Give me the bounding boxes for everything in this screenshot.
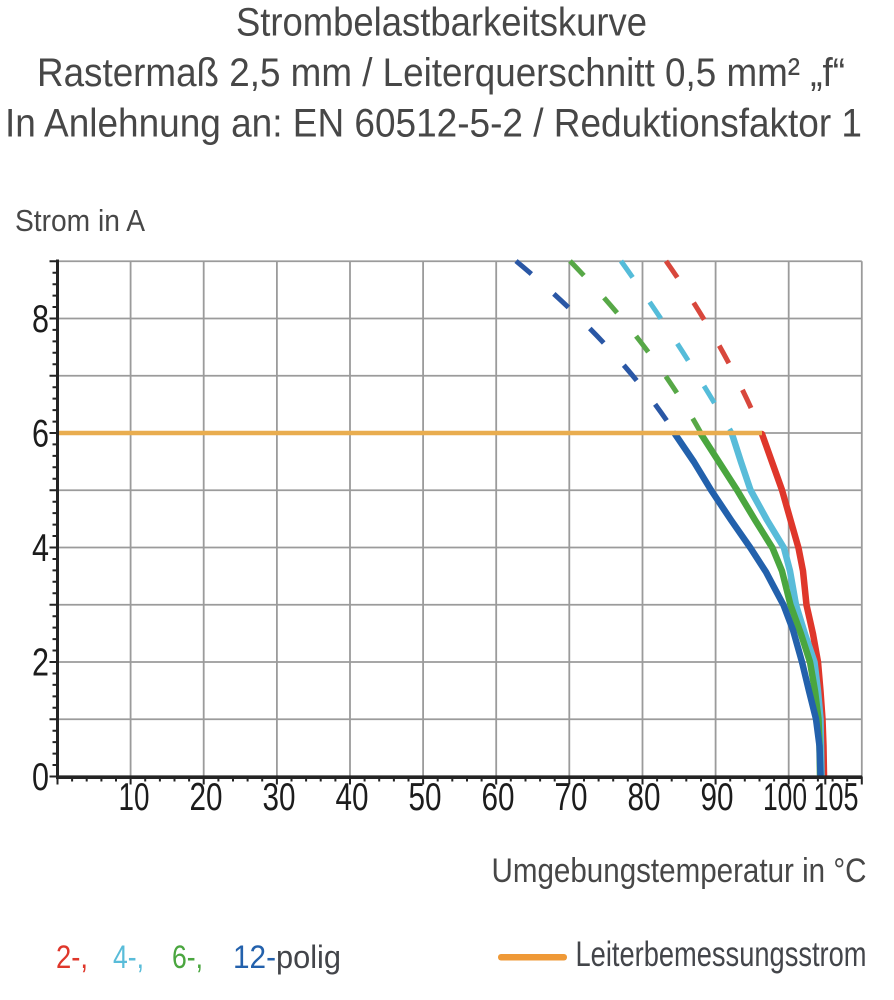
- svg-text:polig: polig: [276, 939, 341, 975]
- svg-text:90: 90: [701, 776, 734, 819]
- svg-text:100: 100: [763, 776, 807, 819]
- svg-text:50: 50: [409, 776, 442, 819]
- svg-text:Rastermaß 2,5 mm / Leiterquers: Rastermaß 2,5 mm / Leiterquerschnitt 0,5…: [37, 51, 845, 95]
- svg-text:10: 10: [119, 776, 150, 819]
- svg-text:80: 80: [628, 776, 661, 819]
- svg-text:4-,: 4-,: [113, 939, 144, 975]
- svg-text:40: 40: [336, 776, 369, 819]
- svg-text:30: 30: [263, 776, 296, 819]
- svg-text:Leiterbemessungsstrom: Leiterbemessungsstrom: [576, 935, 867, 974]
- svg-text:2: 2: [32, 642, 49, 685]
- svg-text:Strombelastbarkeitskurve: Strombelastbarkeitskurve: [236, 1, 647, 45]
- svg-text:Strom in A: Strom in A: [15, 203, 145, 238]
- svg-text:60: 60: [482, 776, 515, 819]
- svg-text:4: 4: [32, 527, 49, 570]
- svg-text:0: 0: [32, 756, 49, 799]
- svg-text:70: 70: [555, 776, 588, 819]
- svg-text:105: 105: [814, 776, 859, 819]
- svg-text:2-,: 2-,: [56, 939, 88, 975]
- svg-text:6: 6: [32, 413, 49, 456]
- svg-text:8: 8: [32, 298, 49, 341]
- svg-text:20: 20: [190, 776, 223, 819]
- svg-text:6-,: 6-,: [172, 939, 203, 975]
- svg-text:12-: 12-: [233, 939, 276, 975]
- svg-text:In Anlehnung an: EN 60512-5-2: In Anlehnung an: EN 60512-5-2 / Reduktio…: [5, 102, 862, 146]
- svg-text:Umgebungstemperatur in °C: Umgebungstemperatur in °C: [492, 852, 867, 890]
